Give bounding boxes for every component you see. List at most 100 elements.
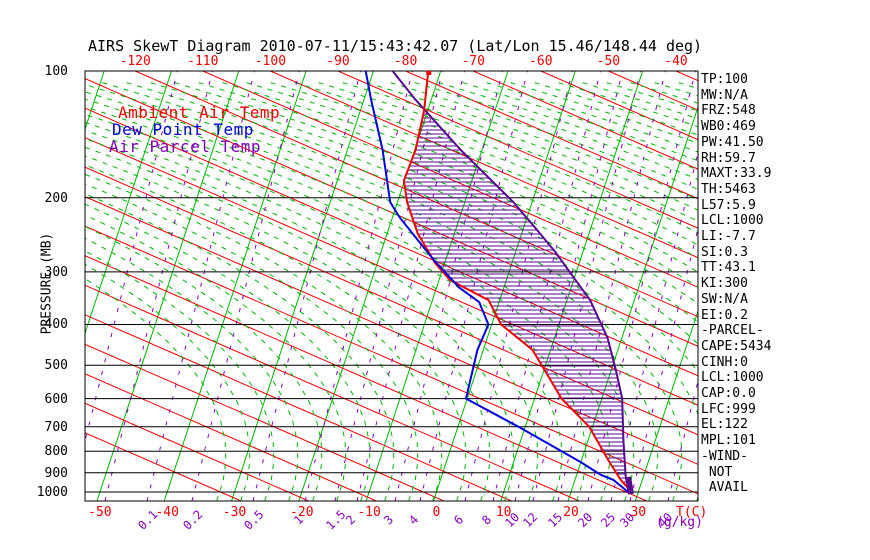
stat-line: -PARCEL- <box>701 323 764 339</box>
mixing-ratio-line <box>356 71 465 501</box>
dry-adiabat <box>405 71 698 200</box>
top-temp-tick-label: -100 <box>254 54 287 69</box>
pressure-axis-label: PRESSURE (MB) <box>39 232 55 335</box>
dry-adiabat <box>85 166 698 436</box>
stat-line: NOT <box>701 464 733 480</box>
isotherm <box>634 309 698 501</box>
bottom-temp-tick-label: 10 <box>495 505 512 520</box>
stat-line: L57:5.9 <box>701 197 756 213</box>
bottom-temp-tick-label: -20 <box>290 505 314 520</box>
dry-adiabat <box>85 284 580 501</box>
stat-line: TT:43.1 <box>701 260 756 276</box>
mixing-ratio-line <box>557 71 666 501</box>
legend-parcel: Air Parcel Temp <box>109 137 261 156</box>
dry-adiabat <box>85 137 698 406</box>
bottom-temp-tick-label: -30 <box>222 505 247 520</box>
mixing-ratio-axis-label: (g/kg) <box>656 515 703 530</box>
bottom-temp-tick-label: -50 <box>88 505 112 520</box>
isotherm-lines <box>0 71 698 501</box>
pressure-tick-label: 700 <box>44 419 68 435</box>
mixing-ratio-line <box>146 71 255 501</box>
legend-dewpoint: Dew Point Temp <box>112 120 254 139</box>
stat-line: CAP:0.0 <box>701 386 756 401</box>
stat-line: SI:0.3 <box>701 244 748 260</box>
legend-ambient: Ambient Air Temp <box>118 103 281 122</box>
stat-line: LCL:1000 <box>701 370 764 386</box>
isotherm <box>0 71 37 501</box>
dry-adiabat <box>85 343 445 501</box>
pressure-tick-label: 500 <box>44 358 68 374</box>
stat-line: -WIND- <box>701 448 748 464</box>
pressure-tick-label: 100 <box>44 64 68 79</box>
stat-line: CAPE:5434 <box>701 338 772 354</box>
plot-border <box>84 70 699 502</box>
bottom-temp-tick-label: 30 <box>630 505 647 520</box>
top-temp-tick-label: -90 <box>326 54 350 69</box>
top-temp-tick-label: -70 <box>461 54 485 69</box>
dry-adiabat <box>85 373 377 501</box>
stat-line: KI:300 <box>701 276 748 292</box>
cape-hatch-area <box>404 113 629 487</box>
dewpoint-curve <box>364 71 629 493</box>
pressure-tick-label: 600 <box>44 391 68 407</box>
pressure-tick-label: 900 <box>44 465 68 481</box>
stat-line: PW:41.50 <box>701 134 764 150</box>
stat-line: WB0:469 <box>701 119 756 135</box>
mixing-ratio-line <box>85 71 178 444</box>
stat-line: AVAIL <box>701 480 748 496</box>
stat-line: LI:-7.7 <box>701 229 756 244</box>
mixing-ratio-line <box>252 71 361 501</box>
pressure-tick-label: 1000 <box>36 485 68 500</box>
dry-adiabat <box>337 71 698 229</box>
stat-line: MAXT:33.9 <box>701 166 772 182</box>
dry-adiabat <box>85 225 698 495</box>
stat-line: TH:5463 <box>701 181 756 197</box>
dry-adiabat <box>85 314 512 501</box>
bottom-temp-tick-label: -10 <box>357 505 381 520</box>
stat-line: RH:59.7 <box>701 150 756 166</box>
mixing-ratio-line <box>104 71 213 501</box>
moist-adiabat <box>313 80 698 222</box>
mixing-ratio-line <box>629 226 698 501</box>
stat-line: LCL:1000 <box>701 213 764 229</box>
isotherm <box>163 71 307 501</box>
dry-adiabat <box>85 196 698 465</box>
stat-line: EL:122 <box>701 417 748 433</box>
mixing-ratio-line <box>610 150 698 501</box>
stat-line: CINH:0 <box>701 354 748 370</box>
stat-line: MPL:101 <box>701 433 756 449</box>
stat-line: TP:100 <box>701 72 748 87</box>
moist-adiabat <box>85 113 611 501</box>
top-temp-tick-label: -40 <box>664 54 688 69</box>
top-temp-tick-label: -60 <box>529 54 553 69</box>
isotherm <box>231 71 374 501</box>
stat-line: SW:N/A <box>701 291 748 307</box>
isotherm <box>96 71 240 501</box>
top-temp-tick-label: -50 <box>596 54 621 69</box>
bottom-temp-tick-label: 0 <box>432 505 441 520</box>
temp-axis-label: T(C) <box>676 505 708 520</box>
mixing-ratio-line <box>532 71 641 501</box>
dry-adiabat <box>85 402 309 501</box>
mixing-ratio-line <box>394 71 503 501</box>
pressure-tick-label: 200 <box>44 190 68 206</box>
moist-adiabat <box>265 80 698 246</box>
dry-adiabat <box>202 71 698 288</box>
stat-line: LFC:999 <box>701 401 756 417</box>
top-temp-tick-label: -120 <box>119 54 151 69</box>
dry-adiabat <box>85 255 647 501</box>
pressure-tick-label: 300 <box>44 264 68 280</box>
moist-adiabat <box>457 80 698 162</box>
mixing-ratio-line <box>587 71 696 501</box>
isotherm <box>365 71 509 501</box>
isotherm <box>85 71 173 335</box>
ambient-top-marker <box>426 71 432 75</box>
pressure-tick-label: 400 <box>44 317 68 333</box>
bottom-temp-tick-label: 20 <box>563 505 579 520</box>
top-temp-tick-label: -110 <box>187 54 219 69</box>
moist-adiabat <box>505 80 698 144</box>
stat-line: EI:0.2 <box>701 307 748 323</box>
page-title: AIRS SkewT Diagram 2010-07-11/15:43:42.0… <box>88 37 703 55</box>
